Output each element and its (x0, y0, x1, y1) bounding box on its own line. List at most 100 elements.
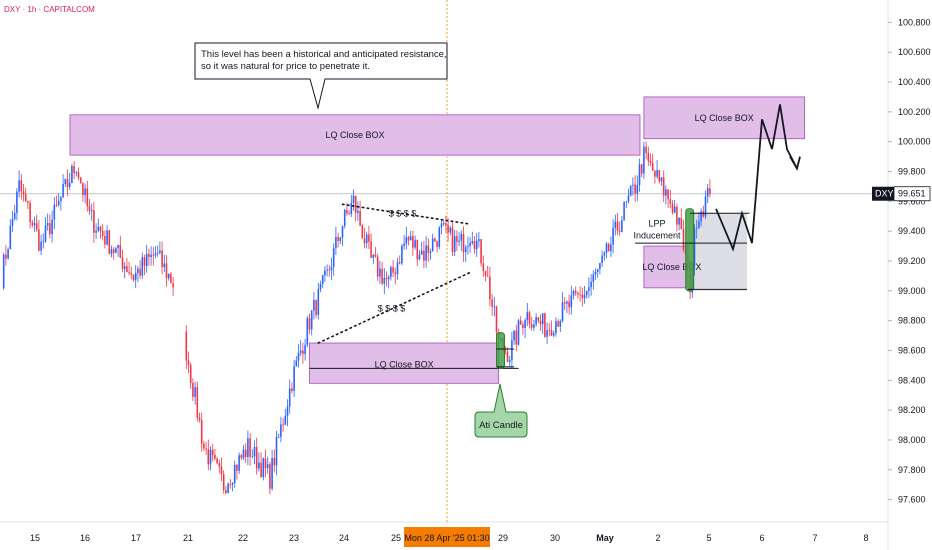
candle-body (528, 312, 531, 325)
candle-body (282, 424, 284, 426)
time-tick-label: 22 (238, 533, 248, 543)
candle-body (425, 245, 427, 261)
current-price-symbol-bg (872, 186, 894, 201)
candle-body (451, 227, 454, 252)
candle-body (594, 271, 597, 275)
lq-box-right-small[interactable]: LQ Close BOX (642, 245, 701, 289)
candle-body (491, 299, 493, 307)
candle-body (618, 230, 621, 232)
candle-body (640, 164, 643, 174)
candle-body (682, 229, 685, 250)
candle-body (139, 268, 141, 276)
lq-box-top-left[interactable]: LQ Close BOX (69, 114, 641, 156)
candle-body (288, 388, 291, 407)
time-tick-label: 2 (655, 533, 660, 543)
current-price-value-bg (893, 186, 931, 202)
price-tick-label: 100.000 (898, 137, 931, 147)
candle-body (680, 217, 683, 230)
price-tick-label: 99.400 (898, 226, 926, 236)
candle-body (566, 301, 568, 304)
ati-candle-callout-bubble (474, 383, 528, 438)
price-tick-label: 98.400 (898, 375, 926, 385)
candle-body (348, 213, 350, 215)
time-tick-label: 6 (759, 533, 764, 543)
candle-body (638, 164, 641, 186)
candle-body (266, 464, 269, 469)
ati-candle-highlight[interactable] (496, 332, 505, 369)
lq-box-top-right[interactable]: LQ Close BOX (643, 96, 805, 140)
entry-candle-highlight[interactable] (685, 208, 695, 292)
candle-body (533, 324, 535, 328)
candle-body (150, 254, 152, 258)
candle-body (610, 244, 612, 252)
candle-body (231, 483, 234, 485)
candle-body (62, 184, 64, 198)
candle-body (315, 300, 317, 315)
candle-body (209, 449, 212, 465)
candle-body (20, 180, 23, 192)
candle-body (330, 267, 333, 271)
candle-body (537, 317, 540, 321)
candle-body (255, 446, 258, 469)
candle-body (73, 165, 75, 174)
inducement-zone[interactable] (687, 213, 747, 291)
time-tick-label: 24 (339, 533, 349, 543)
candle-body (548, 330, 551, 331)
candle-body (418, 254, 421, 260)
candle-body (517, 320, 520, 345)
candle-body (563, 302, 566, 304)
time-tick-label: 5 (706, 533, 711, 543)
resistance-callout[interactable]: This level has been a historical and ant… (194, 42, 448, 110)
price-tick-label: 98.000 (898, 435, 926, 445)
candle-body (695, 228, 698, 229)
resistance-callout-line2: so it was natural for price to penetrate… (201, 61, 370, 72)
candle-body (71, 165, 73, 183)
candles-layer (2, 141, 711, 495)
candle-body (242, 449, 245, 458)
candle-body (31, 222, 34, 226)
dotted-trendline-bottom[interactable] (317, 270, 474, 344)
price-axis[interactable]: 100.800 100.600 100.400 100.200 100.000 99.80… (888, 17, 931, 505)
candle-body (390, 267, 392, 277)
candle-body (709, 188, 711, 194)
projection-path[interactable] (715, 104, 798, 252)
candle-body (365, 234, 368, 244)
candle-body (572, 290, 575, 296)
candle-body (49, 223, 51, 235)
candle-body (119, 244, 122, 258)
candle-body (445, 223, 447, 226)
candle-body (112, 249, 115, 253)
dotted-trendline-top[interactable] (341, 203, 469, 225)
lq-box-bottom-mid[interactable]: LQ Close BOX (309, 342, 519, 384)
candle-body (143, 257, 146, 266)
candle-body (264, 458, 267, 469)
candle-body (198, 417, 201, 421)
ati-candle-callout[interactable]: Ati Candle (474, 383, 528, 438)
candle-body (77, 172, 80, 178)
candle-body (526, 312, 529, 321)
candle-body (324, 270, 326, 276)
candle-body (412, 236, 414, 248)
candle-body (86, 188, 89, 207)
candle-body (29, 202, 31, 223)
candle-body (216, 458, 218, 464)
time-tick-label: 30 (550, 533, 560, 543)
candle-body (163, 263, 166, 268)
time-axis[interactable]: 15 16 17 21 22 23 24 25 29 30 May 2 5 6 7 8 (30, 533, 869, 543)
candle-body (456, 236, 458, 242)
projection-arrowhead (789, 156, 801, 171)
candle-body (550, 330, 553, 336)
candle-body (2, 254, 5, 288)
candle-body (40, 241, 42, 251)
candle-body (581, 294, 584, 299)
candle-body (368, 234, 370, 242)
candle-body (460, 234, 463, 241)
candle-body (27, 201, 29, 203)
candle-body (251, 456, 254, 458)
candle-body (482, 263, 485, 271)
candle-body (403, 243, 405, 246)
lq-box-bottom-mid-rect (309, 342, 500, 384)
candle-body (64, 179, 67, 185)
candle-body (218, 463, 221, 467)
